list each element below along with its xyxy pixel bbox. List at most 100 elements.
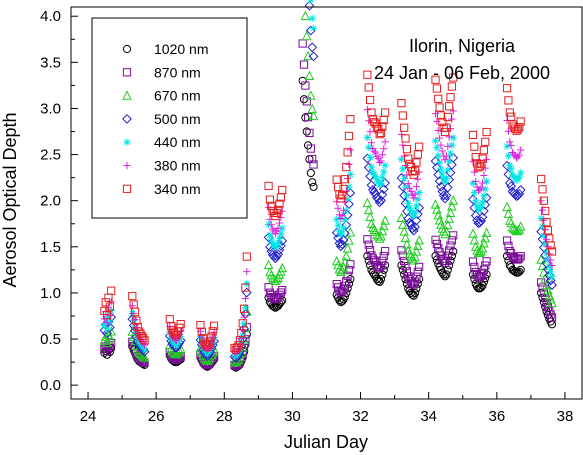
- data-point: [404, 154, 413, 163]
- y-tick-label: 3.0: [40, 100, 61, 117]
- data-point: [131, 322, 139, 330]
- data-point: [408, 290, 417, 299]
- data-point: [475, 284, 484, 293]
- data-point: [505, 261, 514, 270]
- data-point: [401, 262, 410, 271]
- data-point: [442, 219, 453, 230]
- data-point: [406, 204, 414, 212]
- data-point: [403, 192, 411, 200]
- data-point: [167, 321, 176, 331]
- data-point: [301, 30, 312, 41]
- data-point: [338, 228, 346, 236]
- data-point: [397, 155, 406, 163]
- data-point: [305, 128, 314, 137]
- data-point: [128, 291, 137, 301]
- data-point: [238, 319, 247, 328]
- data-point: [442, 270, 451, 279]
- data-point: [346, 260, 355, 269]
- legend: 1020 nm 870 nm 670 nm 500 nm 440 nm 380 nm 340…: [91, 17, 248, 219]
- data-point: [446, 150, 455, 158]
- data-point: [371, 172, 380, 181]
- data-point: [140, 345, 149, 353]
- x-tick-label: 26: [148, 408, 165, 425]
- data-point: [410, 166, 420, 175]
- data-point: [362, 197, 373, 208]
- data-point: [338, 261, 349, 272]
- data-point: [541, 240, 549, 248]
- data-point: [204, 340, 213, 349]
- data-point: [275, 290, 284, 299]
- data-point: [397, 219, 408, 229]
- data-point: [309, 182, 318, 191]
- data-point: [502, 236, 512, 245]
- data-point: [409, 280, 418, 289]
- data-point: [366, 153, 374, 161]
- data-point: [379, 251, 388, 261]
- data-point: [408, 210, 416, 218]
- x-tick-label: 38: [557, 408, 574, 425]
- data-point: [483, 177, 491, 185]
- data-point: [407, 207, 415, 215]
- data-point: [436, 181, 446, 192]
- data-point: [514, 153, 522, 161]
- data-point: [107, 286, 116, 295]
- data-point: [402, 145, 411, 154]
- data-point: [444, 213, 454, 223]
- data-point: [482, 257, 491, 266]
- data-point: [441, 178, 449, 186]
- data-point: [480, 192, 488, 200]
- data-point: [174, 338, 182, 346]
- data-point: [513, 125, 523, 134]
- data-point: [447, 82, 456, 91]
- data-point: [103, 325, 111, 333]
- data-point: [274, 205, 283, 215]
- data-point: [338, 235, 349, 245]
- data-point: [412, 158, 421, 167]
- data-point: [133, 323, 142, 332]
- data-point: [402, 267, 411, 276]
- legend-label: 500 nm: [154, 111, 201, 127]
- data-point: [231, 345, 240, 354]
- data-point: [237, 339, 245, 347]
- data-point: [445, 246, 454, 255]
- data-point: [275, 219, 284, 227]
- data-point: [411, 209, 419, 217]
- data-point: [412, 202, 421, 210]
- data-point: [431, 75, 440, 84]
- data-point: [410, 288, 420, 298]
- data-point: [476, 186, 484, 194]
- data-point: [477, 243, 488, 253]
- data-point: [376, 274, 386, 284]
- data-point: [341, 216, 349, 224]
- data-point: [481, 227, 492, 237]
- data-point: [440, 127, 450, 137]
- data-point: [363, 204, 374, 215]
- data-point: [547, 313, 557, 322]
- data-point: [239, 331, 247, 339]
- data-point: [411, 190, 419, 198]
- data-point: [538, 185, 547, 194]
- data-point: [380, 145, 388, 153]
- data-point: [207, 332, 216, 341]
- data-point: [440, 193, 450, 204]
- x-tick-label: 36: [488, 408, 505, 425]
- data-point: [536, 254, 546, 264]
- data-point: [105, 302, 114, 311]
- data-point: [366, 128, 374, 136]
- data-point: [334, 221, 342, 229]
- data-point: [470, 241, 481, 251]
- data-point: [241, 287, 252, 298]
- data-point: [340, 281, 349, 290]
- data-point: [542, 218, 551, 227]
- chart-subtitle: 24 Jan - 06 Feb, 2000: [374, 63, 550, 83]
- data-point: [414, 235, 424, 245]
- data-point: [306, 144, 315, 153]
- data-point: [269, 225, 277, 233]
- data-point: [380, 108, 390, 117]
- data-point: [299, 60, 309, 69]
- data-point: [516, 252, 525, 261]
- data-point: [515, 151, 523, 159]
- data-point: [275, 234, 284, 243]
- data-point: [478, 269, 487, 278]
- data-point: [202, 355, 213, 365]
